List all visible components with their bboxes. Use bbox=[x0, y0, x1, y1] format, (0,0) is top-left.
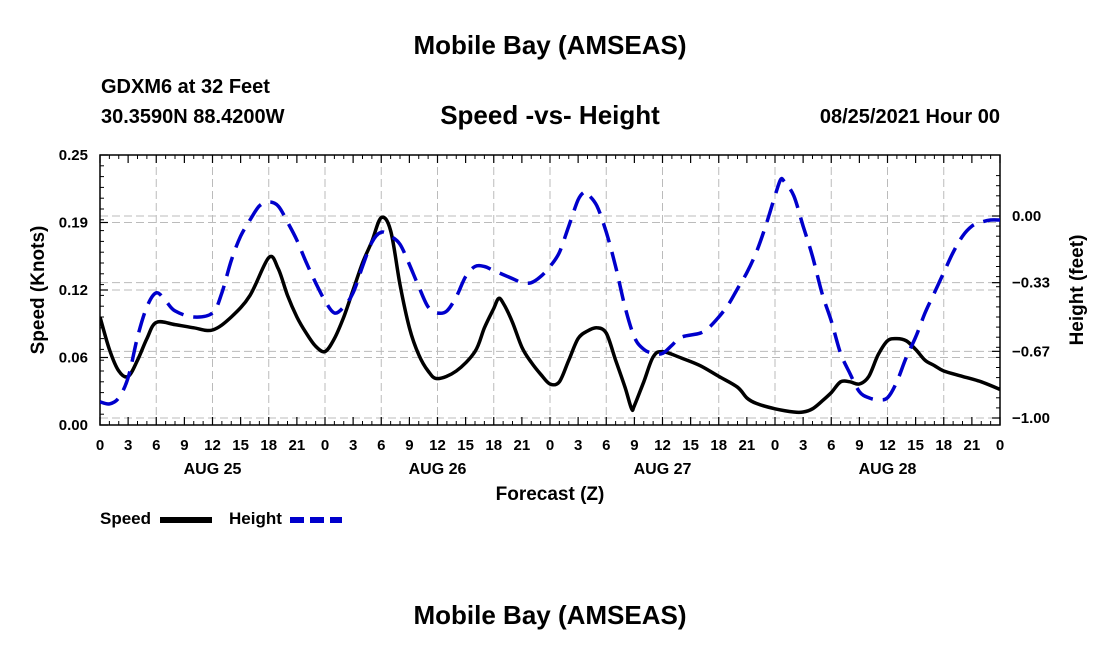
x-tick-label: 9 bbox=[180, 437, 188, 454]
x-tick-label: 0 bbox=[996, 437, 1004, 454]
y-tick-label: 0.19 bbox=[59, 215, 88, 232]
y-tick-label: 0.00 bbox=[59, 417, 88, 434]
legend-height-label: Height bbox=[229, 509, 282, 528]
x-tick-label: 0 bbox=[771, 437, 779, 454]
x-tick-label: 21 bbox=[964, 437, 981, 454]
y-tick-label: 0.25 bbox=[59, 147, 88, 164]
x-tick-label: 15 bbox=[232, 437, 249, 454]
series-line-height bbox=[100, 176, 1000, 406]
y2-tick-label: −1.00 bbox=[1012, 410, 1050, 427]
x-tick-label: 6 bbox=[377, 437, 385, 454]
x-tick-label: 12 bbox=[879, 437, 896, 454]
y2-axis-label: Height (feet) bbox=[1067, 235, 1088, 346]
y2-tick-label: −0.33 bbox=[1012, 275, 1050, 292]
x-tick-label: 15 bbox=[457, 437, 474, 454]
day-label: AUG 27 bbox=[634, 461, 692, 478]
x-tick-label: 0 bbox=[96, 437, 104, 454]
x-tick-label: 18 bbox=[485, 437, 502, 454]
x-tick-label: 12 bbox=[204, 437, 221, 454]
x-tick-label: 21 bbox=[739, 437, 756, 454]
x-tick-label: 21 bbox=[514, 437, 531, 454]
chart-subtitle: Speed -vs- Height bbox=[440, 100, 660, 130]
x-tick-label: 9 bbox=[630, 437, 638, 454]
y-tick-label: 0.12 bbox=[59, 282, 88, 299]
coordinates-label: 30.3590N 88.4200W bbox=[101, 106, 285, 128]
y2-tick-label: −0.67 bbox=[1012, 343, 1050, 360]
x-tick-label: 6 bbox=[602, 437, 610, 454]
x-tick-label: 18 bbox=[260, 437, 277, 454]
x-tick-label: 6 bbox=[827, 437, 835, 454]
x-tick-label: 0 bbox=[321, 437, 329, 454]
x-tick-label: 12 bbox=[654, 437, 671, 454]
y2-tick-label: 0.00 bbox=[1012, 208, 1041, 225]
x-tick-label: 18 bbox=[710, 437, 727, 454]
x-tick-label: 3 bbox=[799, 437, 807, 454]
x-tick-label: 21 bbox=[289, 437, 306, 454]
day-label: AUG 28 bbox=[859, 461, 917, 478]
station-label: GDXM6 at 32 Feet bbox=[101, 76, 270, 98]
x-tick-label: 3 bbox=[574, 437, 582, 454]
y-tick-label: 0.06 bbox=[59, 350, 88, 367]
day-label: AUG 26 bbox=[409, 461, 467, 478]
x-tick-label: 9 bbox=[405, 437, 413, 454]
series-line-speed bbox=[100, 215, 1000, 415]
footer-title: Mobile Bay (AMSEAS) bbox=[413, 600, 687, 630]
legend-speed-label: Speed bbox=[100, 509, 152, 528]
x-axis-label: Forecast (Z) bbox=[496, 484, 605, 505]
x-tick-label: 6 bbox=[152, 437, 160, 454]
y-axis-label: Speed (Knots) bbox=[28, 226, 49, 355]
x-tick-label: 15 bbox=[907, 437, 924, 454]
x-tick-label: 0 bbox=[546, 437, 554, 454]
x-tick-label: 9 bbox=[855, 437, 863, 454]
x-tick-label: 15 bbox=[682, 437, 699, 454]
x-tick-label: 3 bbox=[124, 437, 132, 454]
day-label: AUG 25 bbox=[184, 461, 242, 478]
timestamp-label: 08/25/2021 Hour 00 bbox=[819, 106, 1000, 128]
x-tick-label: 18 bbox=[935, 437, 952, 454]
page-title: Mobile Bay (AMSEAS) bbox=[413, 30, 687, 60]
x-tick-label: 12 bbox=[429, 437, 446, 454]
x-tick-label: 3 bbox=[349, 437, 357, 454]
